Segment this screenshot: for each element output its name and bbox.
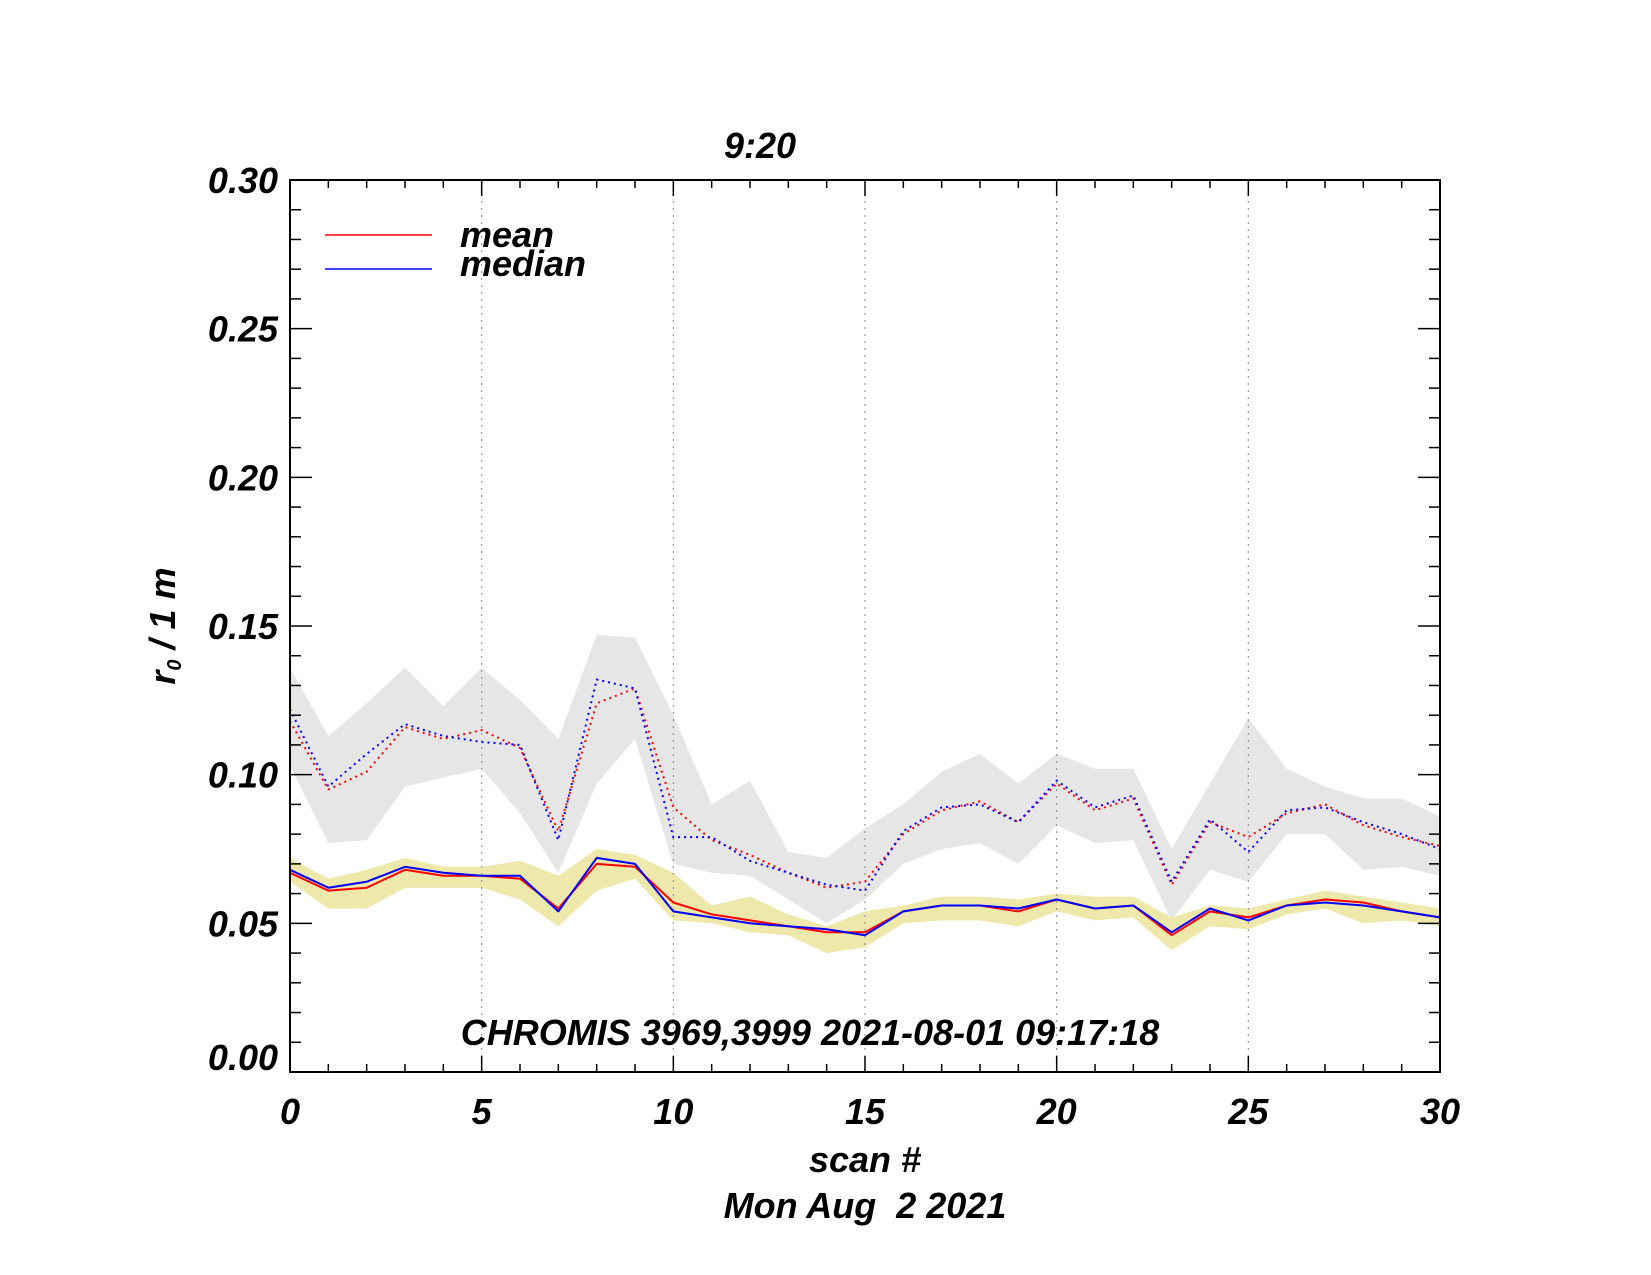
legend: mean median bbox=[325, 214, 586, 284]
y-tick-label-2: 0.10 bbox=[208, 755, 278, 796]
band-high bbox=[290, 634, 1440, 924]
y-tick-label-0: 0.00 bbox=[208, 1037, 278, 1078]
series-line-3 bbox=[289, 678, 1441, 892]
y-axis-label-subscript: 0 bbox=[164, 659, 186, 670]
y-tick-label-1: 0.05 bbox=[208, 903, 279, 944]
axis-ticks: 0 5 10 15 20 25 30 0.00 0.05 0.10 0.15 0.20 0.25 0.30 bbox=[208, 160, 1460, 1132]
legend-mean-label: mean bbox=[460, 214, 554, 255]
x-tick-label-0: 0 bbox=[280, 1091, 300, 1132]
y-tick-label-6: 0.30 bbox=[208, 160, 278, 201]
vertical-gridlines bbox=[481, 180, 1249, 1072]
chart-title: 9:20 bbox=[724, 125, 796, 166]
series-line-2 bbox=[289, 687, 1441, 889]
series-line-1 bbox=[289, 856, 1441, 937]
band-low bbox=[290, 849, 1440, 954]
y-tick-label-3: 0.15 bbox=[208, 606, 279, 647]
x-tick-label-30: 30 bbox=[1420, 1091, 1460, 1132]
y-axis-label-main: r bbox=[142, 669, 183, 685]
x-tick-label-10: 10 bbox=[653, 1091, 693, 1132]
spread-bands bbox=[290, 634, 1440, 954]
x-tick-label-15: 15 bbox=[845, 1091, 886, 1132]
series-lines bbox=[289, 678, 1441, 937]
y-axis-label-unit: / 1 m bbox=[142, 567, 183, 659]
x-tick-label-25: 25 bbox=[1227, 1091, 1269, 1132]
x-tick-label-20: 20 bbox=[1036, 1091, 1077, 1132]
data-annotation: CHROMIS 3969,3999 2021-08-01 09:17:18 bbox=[461, 1012, 1159, 1053]
y-axis-label: r0 / 1 m bbox=[142, 567, 186, 684]
legend-median-label: median bbox=[460, 243, 586, 284]
date-label: Mon Aug 2 2021 bbox=[724, 1185, 1007, 1226]
y-tick-label-5: 0.25 bbox=[208, 309, 279, 350]
x-tick-label-5: 5 bbox=[472, 1091, 493, 1132]
y-tick-label-4: 0.20 bbox=[208, 457, 278, 498]
x-axis-label: scan # bbox=[809, 1139, 921, 1180]
